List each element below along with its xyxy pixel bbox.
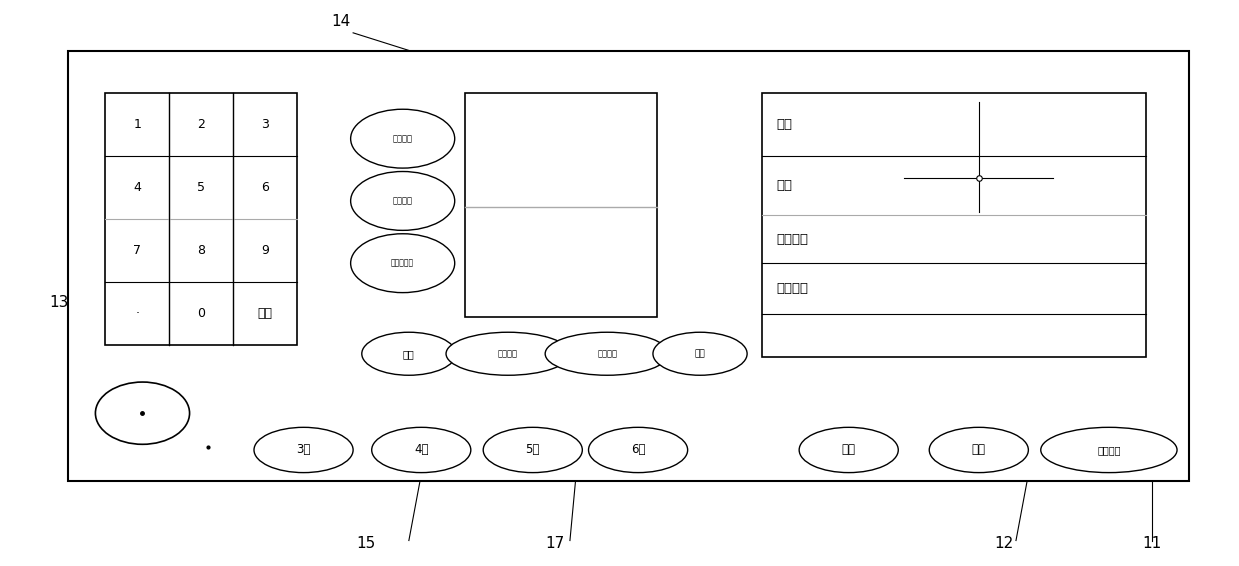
Ellipse shape <box>929 427 1028 473</box>
Text: 2: 2 <box>197 118 206 131</box>
Text: 6: 6 <box>261 181 269 194</box>
Text: 方片: 方片 <box>695 349 705 358</box>
Text: 停止累计: 停止累计 <box>1098 445 1120 455</box>
Text: 0: 0 <box>197 307 206 320</box>
Ellipse shape <box>95 382 190 444</box>
Ellipse shape <box>362 332 456 375</box>
Ellipse shape <box>653 332 747 375</box>
Text: 圆片: 圆片 <box>403 349 415 359</box>
Ellipse shape <box>545 332 669 375</box>
Text: 累计: 累计 <box>971 444 986 456</box>
Text: 累计片数: 累计片数 <box>777 233 809 246</box>
Ellipse shape <box>372 427 471 473</box>
Text: 4寸: 4寸 <box>414 444 429 456</box>
Bar <box>105 93 297 345</box>
Ellipse shape <box>351 234 455 293</box>
Text: 3: 3 <box>261 118 269 131</box>
Text: 7: 7 <box>134 245 141 258</box>
Text: 11: 11 <box>1142 536 1162 551</box>
Text: 片数: 片数 <box>777 179 793 192</box>
Text: 1: 1 <box>134 118 141 131</box>
Text: 4: 4 <box>134 181 141 194</box>
Text: 5: 5 <box>197 181 206 194</box>
Text: 厚度上线: 厚度上线 <box>393 134 413 143</box>
Bar <box>68 51 1189 481</box>
Text: 13: 13 <box>50 295 69 310</box>
Text: 累计次数: 累计次数 <box>777 282 809 295</box>
Text: 单次最大数: 单次最大数 <box>392 259 414 268</box>
Text: 重量: 重量 <box>777 118 793 131</box>
Bar <box>762 93 1146 357</box>
Text: 厚度下线: 厚度下线 <box>393 196 413 205</box>
Text: 9: 9 <box>261 245 269 258</box>
Text: 8: 8 <box>197 245 206 258</box>
Text: 5寸: 5寸 <box>525 444 540 456</box>
Text: 6寸: 6寸 <box>631 444 646 456</box>
Ellipse shape <box>446 332 570 375</box>
Text: 单参考面: 单参考面 <box>498 349 518 358</box>
Ellipse shape <box>351 171 455 230</box>
Text: 双参考面: 双参考面 <box>597 349 617 358</box>
Bar <box>465 93 657 317</box>
Ellipse shape <box>254 427 353 473</box>
Ellipse shape <box>1041 427 1177 473</box>
Ellipse shape <box>483 427 582 473</box>
Text: 15: 15 <box>356 536 375 551</box>
Text: 去皮: 去皮 <box>841 444 856 456</box>
Text: 17: 17 <box>545 536 565 551</box>
Ellipse shape <box>351 109 455 168</box>
Text: 3寸: 3寸 <box>296 444 311 456</box>
Text: 12: 12 <box>994 536 1014 551</box>
Text: 确认: 确认 <box>258 307 273 320</box>
Text: ·: · <box>135 307 139 320</box>
Ellipse shape <box>589 427 688 473</box>
Text: 14: 14 <box>331 14 351 29</box>
Ellipse shape <box>799 427 898 473</box>
